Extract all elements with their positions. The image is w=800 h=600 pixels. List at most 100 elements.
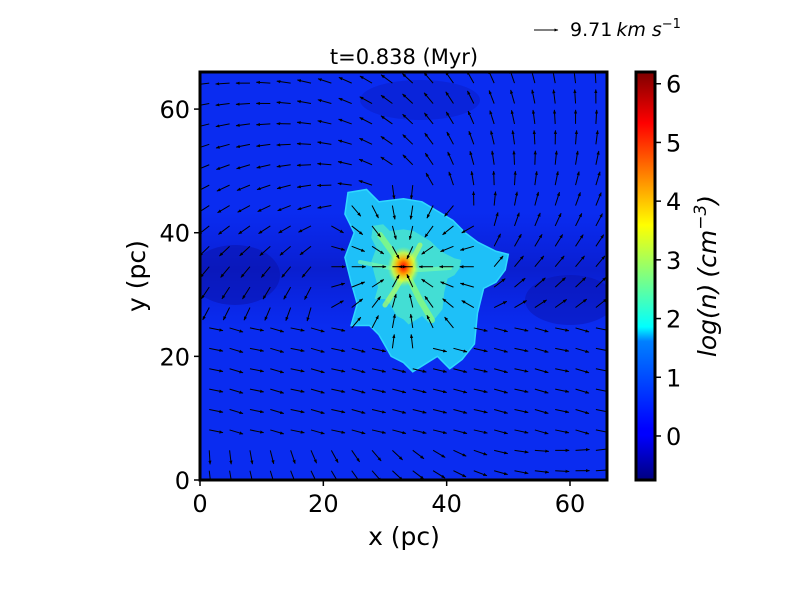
- velocity-arrow: [279, 245, 291, 256]
- velocity-arrow: [229, 470, 232, 480]
- velocity-arrow: [208, 450, 212, 465]
- velocity-arrow: [494, 368, 509, 374]
- velocity-arrow: [440, 281, 454, 288]
- velocity-arrow: [595, 255, 606, 268]
- velocity-arrow: [575, 277, 587, 288]
- velocity-arrow: [432, 347, 448, 353]
- velocity-arrow: [423, 92, 434, 104]
- y-axis: 0 20 40 60: [159, 96, 200, 495]
- velocity-arrow: [575, 388, 590, 394]
- velocity-arrow: [264, 307, 271, 321]
- x-axis: 0 20 40 60: [192, 480, 585, 518]
- velocity-arrow: [391, 293, 397, 308]
- velocity-arrow: [534, 347, 549, 353]
- velocity-arrow: [229, 388, 244, 394]
- velocity-arrow: [595, 277, 607, 288]
- velocity-arrow: [276, 164, 291, 168]
- velocity-arrow: [235, 123, 251, 127]
- velocity-arrow: [331, 245, 346, 251]
- velocity-arrow: [283, 286, 292, 300]
- velocity-arrow: [290, 429, 305, 434]
- velocity-arrow: [392, 368, 407, 373]
- velocity-arrow: [371, 225, 382, 238]
- velocity-arrow: [200, 103, 210, 106]
- velocity-arrow: [534, 327, 549, 333]
- velocity-arrow: [555, 368, 570, 373]
- velocity-arrow: [493, 255, 504, 268]
- velocity-arrow: [412, 449, 425, 460]
- velocity-arrow: [249, 450, 254, 465]
- velocity-arrow: [453, 470, 467, 478]
- velocity-arrow: [467, 110, 475, 125]
- velocity-arrow: [409, 205, 414, 220]
- velocity-arrow: [402, 134, 414, 145]
- velocity-arrow: [281, 266, 292, 278]
- velocity-arrow: [238, 225, 251, 235]
- velocity-arrow: [421, 278, 434, 288]
- velocity-arrow: [453, 388, 468, 394]
- velocity-arrow: [494, 327, 509, 333]
- velocity-arrow: [270, 347, 285, 353]
- velocity-arrow: [494, 449, 509, 455]
- velocity-arrow: [296, 163, 312, 167]
- velocity-arrow: [249, 347, 265, 352]
- velocity-arrow: [331, 225, 344, 234]
- velocity-arrow: [338, 76, 352, 84]
- velocity-arrow: [445, 111, 454, 125]
- velocity-arrow: [317, 78, 332, 84]
- velocity-arrow: [489, 110, 495, 125]
- velocity-arrow: [574, 129, 578, 145]
- velocity-arrow: [216, 164, 230, 170]
- velocity-arrow: [243, 307, 251, 321]
- velocity-arrow: [575, 448, 590, 452]
- velocity-arrow: [242, 286, 251, 300]
- velocity-arrow: [276, 101, 291, 105]
- reference-vector-unit: km s: [616, 19, 662, 41]
- velocity-arrow: [331, 300, 344, 308]
- velocity-arrow: [218, 225, 230, 235]
- velocity-arrow: [514, 277, 526, 288]
- velocity-arrow: [290, 450, 296, 464]
- velocity-arrow: [337, 160, 352, 166]
- velocity-arrow: [200, 164, 210, 171]
- colorbar-tick-label: 4: [666, 188, 681, 216]
- velocity-arrow: [575, 409, 590, 415]
- velocity-arrow: [555, 327, 570, 332]
- velocity-arrow: [492, 170, 496, 186]
- velocity-arrow: [575, 234, 584, 247]
- velocity-arrow: [432, 470, 446, 479]
- velocity-arrow: [575, 347, 590, 353]
- velocity-arrow: [412, 409, 427, 414]
- velocity-arrow: [408, 225, 414, 240]
- velocity-arrow: [444, 205, 454, 217]
- velocity-arrow: [351, 368, 366, 374]
- velocity-arrow: [493, 191, 497, 206]
- velocity-arrow: [229, 327, 244, 333]
- velocity-arrow: [351, 245, 366, 252]
- velocity-arrow: [310, 429, 325, 435]
- velocity-arrow: [229, 347, 244, 353]
- velocity-arrow: [490, 130, 495, 145]
- velocity-arrow: [256, 143, 271, 148]
- velocity-arrow: [240, 266, 251, 278]
- velocity-arrow: [200, 266, 210, 278]
- velocity-arrow: [359, 117, 373, 125]
- velocity-arrow: [409, 185, 414, 200]
- velocity-arrow: [371, 388, 387, 394]
- velocity-arrow: [593, 72, 597, 84]
- velocity-arrow: [595, 327, 607, 332]
- velocity-arrow: [371, 409, 387, 414]
- velocity-arrow: [432, 449, 446, 458]
- velocity-arrow: [310, 409, 325, 414]
- velocity-arrow: [371, 315, 379, 329]
- plot-area: [200, 72, 607, 480]
- velocity-arrow: [229, 368, 244, 374]
- velocity-arrow: [290, 388, 305, 393]
- velocity-arrow: [236, 164, 251, 170]
- velocity-arrow: [575, 298, 588, 308]
- velocity-arrow: [530, 72, 536, 84]
- velocity-arrow: [200, 82, 210, 85]
- velocity-arrow: [380, 94, 393, 104]
- reference-vector-label: 9.71 km s−1: [570, 17, 681, 41]
- colorbar-label-exponent: −3: [691, 205, 711, 230]
